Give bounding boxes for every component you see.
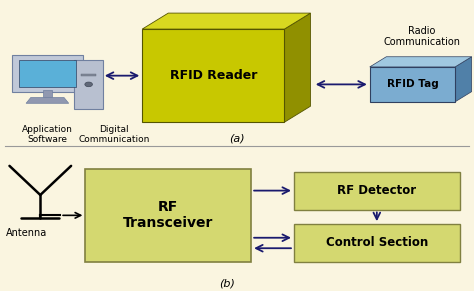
Text: RF
Transceiver: RF Transceiver [123,200,213,230]
Text: Application
Software: Application Software [22,125,73,144]
Circle shape [85,82,92,87]
Text: Radio
Communication: Radio Communication [383,26,460,47]
Bar [294,172,460,210]
Text: (a): (a) [229,133,245,143]
Text: Antenna: Antenna [5,228,47,238]
Text: (b): (b) [219,278,236,288]
Polygon shape [370,57,472,67]
Bar [294,224,460,262]
Text: Control Section: Control Section [326,237,428,249]
Polygon shape [284,13,310,122]
Bar [81,74,96,76]
FancyBboxPatch shape [74,60,103,109]
Text: RFID Tag: RFID Tag [386,79,438,89]
Text: RFID Reader: RFID Reader [170,69,257,82]
FancyBboxPatch shape [12,55,83,92]
FancyBboxPatch shape [19,60,76,87]
Polygon shape [26,97,69,103]
Polygon shape [455,57,472,102]
Polygon shape [370,67,455,102]
Polygon shape [43,90,52,97]
Bar [85,169,251,262]
Polygon shape [142,13,310,29]
Text: RF Detector: RF Detector [337,184,416,197]
Text: Digital
Communication: Digital Communication [78,125,149,144]
Polygon shape [142,29,284,122]
